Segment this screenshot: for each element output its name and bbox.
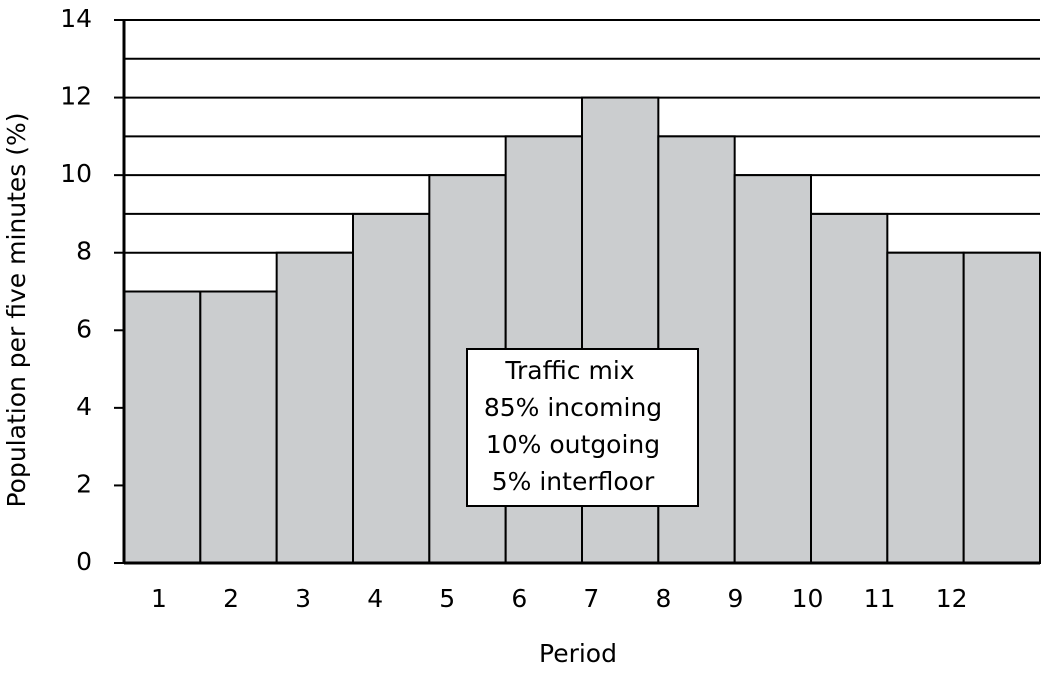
annotation-box [466, 348, 699, 507]
bar [886, 251, 965, 564]
bar [199, 290, 278, 564]
y-tick-label: 14 [60, 4, 92, 33]
x-tick-label: 7 [583, 584, 599, 613]
annotation-text: 85% incoming [484, 393, 662, 422]
x-axis-label: Period [539, 639, 617, 668]
y-axis-label: Population per five minutes (%) [2, 112, 31, 507]
x-tick-label: 8 [655, 584, 671, 613]
bar [810, 212, 889, 565]
x-tick-label: 1 [151, 584, 167, 613]
y-tick-label: 6 [76, 314, 92, 343]
annotation-text: Traffic mix [504, 356, 634, 385]
y-tick-label: 8 [76, 237, 92, 266]
y-tick-label: 4 [76, 392, 92, 421]
y-tick-label: 12 [60, 82, 92, 111]
x-tick-label: 11 [864, 584, 896, 613]
annotation-text: 5% interfloor [492, 467, 655, 496]
y-tick-label: 2 [76, 469, 92, 498]
x-tick-label: 2 [223, 584, 239, 613]
y-tick-label: 10 [60, 159, 92, 188]
x-tick-label: 9 [728, 584, 744, 613]
x-tick-label: 6 [511, 584, 527, 613]
x-tick-label: 5 [439, 584, 455, 613]
bar [275, 251, 354, 564]
bar [962, 251, 1042, 564]
annotation-text: 10% outgoing [486, 430, 660, 459]
x-tick-label: 4 [367, 584, 383, 613]
bar [352, 212, 431, 565]
bar [733, 174, 813, 564]
x-tick-label: 10 [792, 584, 824, 613]
bar [123, 290, 202, 564]
x-tick-label: 12 [936, 584, 968, 613]
x-tick-label: 3 [295, 584, 311, 613]
y-tick-label: 0 [76, 547, 92, 576]
